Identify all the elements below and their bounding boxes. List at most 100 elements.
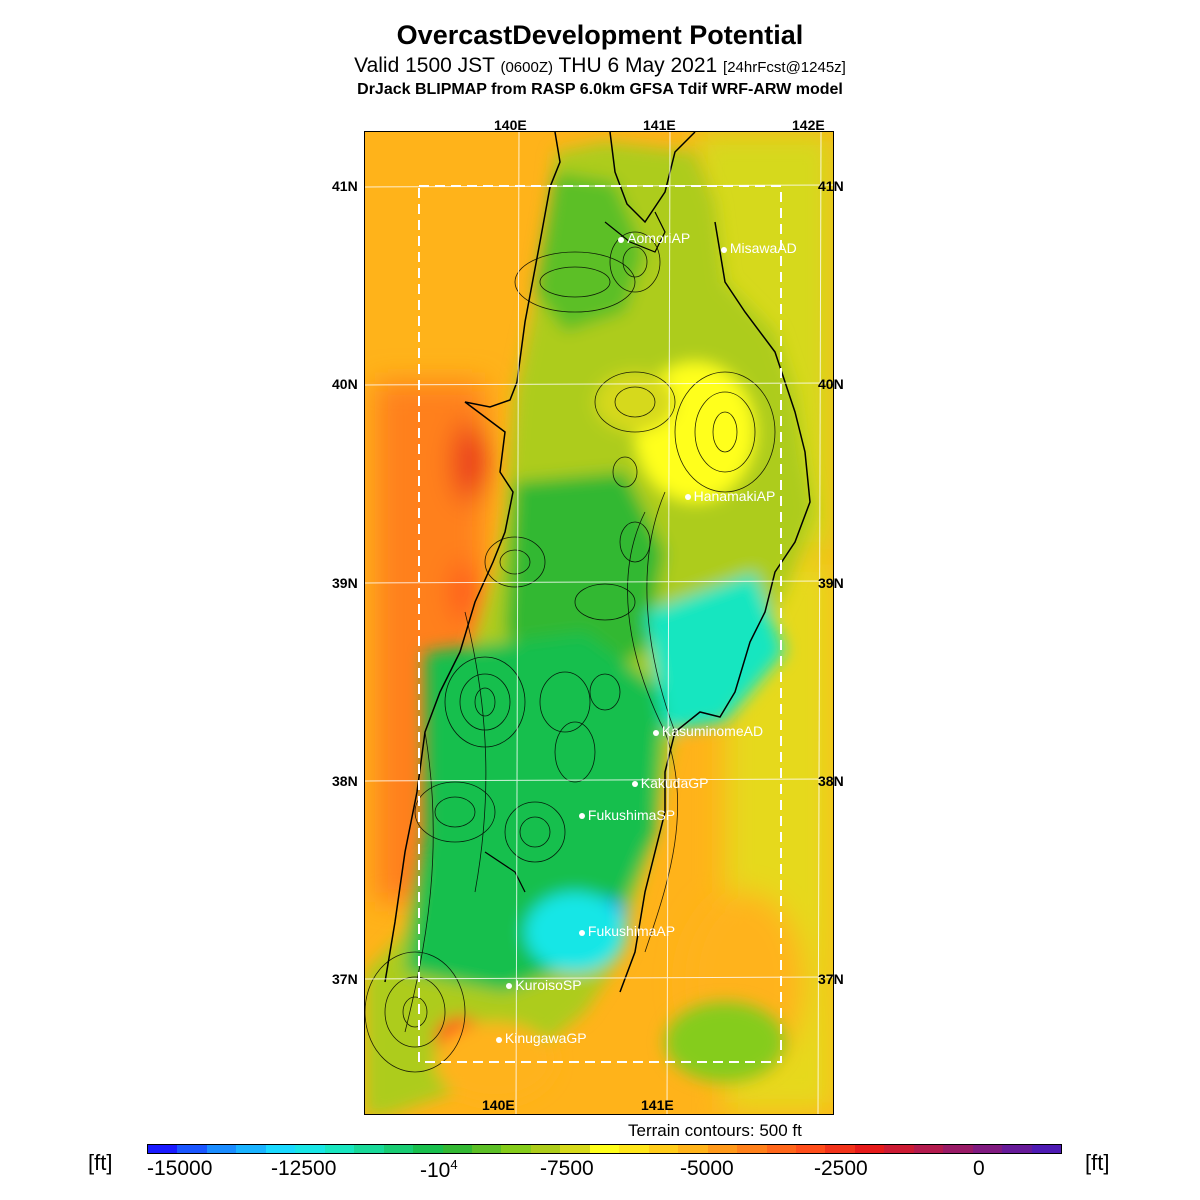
station-name: KinugawaGP xyxy=(504,1030,587,1047)
lon-label-top: 140E xyxy=(494,117,527,133)
colorbar-segment xyxy=(913,1145,944,1153)
valid-date: THU 6 May 2021 xyxy=(558,54,718,77)
forecast-run: [24hrFcst@1245z] xyxy=(723,59,846,76)
parallel-line xyxy=(365,778,833,782)
meridian-line xyxy=(817,132,822,1114)
station-marker[interactable]: KakudaGP xyxy=(631,774,709,791)
colorbar-label: -7500 xyxy=(540,1157,594,1180)
lon-label-bottom: 141E xyxy=(641,1097,674,1113)
station-dot xyxy=(495,1036,502,1043)
lat-label-left: 38N xyxy=(332,773,358,789)
map-title: OvercastDevelopment Potential xyxy=(396,20,804,50)
colorbar-segment xyxy=(295,1145,325,1153)
colorbar-segment xyxy=(442,1145,472,1153)
station-name: KuroisoSP xyxy=(515,976,582,993)
colorbar-label: -15000 xyxy=(147,1157,213,1180)
zulu-time: (0600Z) xyxy=(500,59,553,76)
east-coastline xyxy=(609,132,811,993)
colorbar-segment xyxy=(177,1145,207,1153)
colorbar-segment xyxy=(825,1145,855,1153)
station-dot xyxy=(652,729,659,736)
station-marker[interactable]: AomoriAP xyxy=(618,230,690,246)
station-name: FukushimaAP xyxy=(587,923,676,940)
station-dot xyxy=(720,246,727,253)
upland-yellow-2 xyxy=(595,372,675,432)
station-name: KasuminomeAD xyxy=(661,723,764,740)
station-dot xyxy=(684,494,691,501)
lon-label-top: 142E xyxy=(792,117,825,133)
station-dot xyxy=(631,781,638,788)
model-line: DrJack BLIPMAP from RASP 6.0km GFSA Tdif… xyxy=(357,81,843,98)
sea-red-patch-2 xyxy=(453,562,477,622)
station-dot xyxy=(578,812,585,819)
colorbar-label: -12500 xyxy=(271,1157,337,1180)
lat-label-right: 39N xyxy=(818,575,844,591)
colorbar-label-exponent: 4 xyxy=(450,1157,458,1172)
colorbar-segment xyxy=(766,1145,796,1153)
colorbar-segment xyxy=(413,1145,443,1153)
colorbar-segment xyxy=(501,1145,531,1153)
station-dot xyxy=(618,236,625,243)
colorbar-segment xyxy=(383,1145,414,1153)
cyan-coast-strip xyxy=(645,572,785,732)
parallel-line xyxy=(365,580,833,584)
colorbar-label: -2500 xyxy=(814,1157,868,1180)
colorbar-segment xyxy=(530,1145,561,1153)
mutsu-bay xyxy=(604,211,666,253)
inland-line xyxy=(484,851,526,893)
station-marker[interactable]: MisawaAD xyxy=(720,240,797,257)
colorbar-segment xyxy=(471,1145,502,1153)
colorbar-label: -104 xyxy=(420,1157,458,1182)
meridian-line xyxy=(666,132,671,1114)
colorbar-segment xyxy=(265,1145,296,1153)
graticule xyxy=(365,132,833,1114)
meridian-line xyxy=(515,132,520,1114)
terrain-contours xyxy=(365,231,776,1073)
colorbar-segment xyxy=(884,1145,914,1153)
lat-label-left: 37N xyxy=(332,971,358,987)
lat-label-left: 40N xyxy=(332,376,358,392)
station-dot xyxy=(578,929,585,936)
mountain-green-north xyxy=(535,172,645,332)
map-panel xyxy=(364,131,834,1115)
station-marker[interactable]: FukushimaSP xyxy=(578,807,675,823)
colorbar-segment xyxy=(206,1145,237,1153)
colorbar-segment xyxy=(648,1145,679,1153)
domain-box xyxy=(418,185,782,1063)
colorbar xyxy=(147,1144,1062,1154)
lat-label-left: 41N xyxy=(332,178,358,194)
colorbar-segment xyxy=(354,1145,384,1153)
lat-label-right: 40N xyxy=(818,376,844,392)
station-dot xyxy=(506,983,513,990)
colorbar-label: -5000 xyxy=(680,1157,734,1180)
cyan-patch xyxy=(525,892,625,972)
station-marker[interactable]: FukushimaAP xyxy=(578,923,676,940)
colorbar-segment xyxy=(236,1145,266,1153)
station-name: HanamakiAP xyxy=(693,487,776,504)
colorbar-segment xyxy=(707,1145,738,1153)
station-marker[interactable]: KasuminomeAD xyxy=(652,723,764,740)
valid-time: Valid 1500 JST xyxy=(354,54,495,77)
colorbar-label: 0 xyxy=(973,1157,985,1180)
colorbar-segment xyxy=(1002,1145,1032,1153)
colorbar-segment xyxy=(589,1145,620,1153)
colorbar-segment xyxy=(1031,1145,1062,1153)
sea-red-patch xyxy=(455,422,485,502)
colorbar-segment xyxy=(619,1145,649,1153)
colorbar-unit-left: [ft] xyxy=(88,1150,113,1175)
station-name: MisawaAD xyxy=(729,240,797,257)
colorbar-segment xyxy=(795,1145,826,1153)
colorbar-segment xyxy=(972,1145,1003,1153)
station-marker[interactable]: HanamakiAP xyxy=(684,487,776,504)
lat-label-right: 38N xyxy=(818,773,844,789)
station-marker[interactable]: KinugawaGP xyxy=(495,1030,587,1047)
map-subtitle: Valid 1500 JST (0600Z) THU 6 May 2021 [2… xyxy=(0,54,1200,78)
colorbar-segment xyxy=(678,1145,708,1153)
lon-label-bottom: 140E xyxy=(482,1097,515,1113)
terrain-note: Terrain contours: 500 ft xyxy=(628,1121,802,1140)
station-name: KakudaGP xyxy=(640,774,709,791)
station-marker[interactable]: KuroisoSP xyxy=(506,976,582,993)
pacific-green-blob xyxy=(665,1002,785,1082)
colorbar-unit-right: [ft] xyxy=(1085,1150,1110,1175)
lat-label-right: 37N xyxy=(818,971,844,987)
